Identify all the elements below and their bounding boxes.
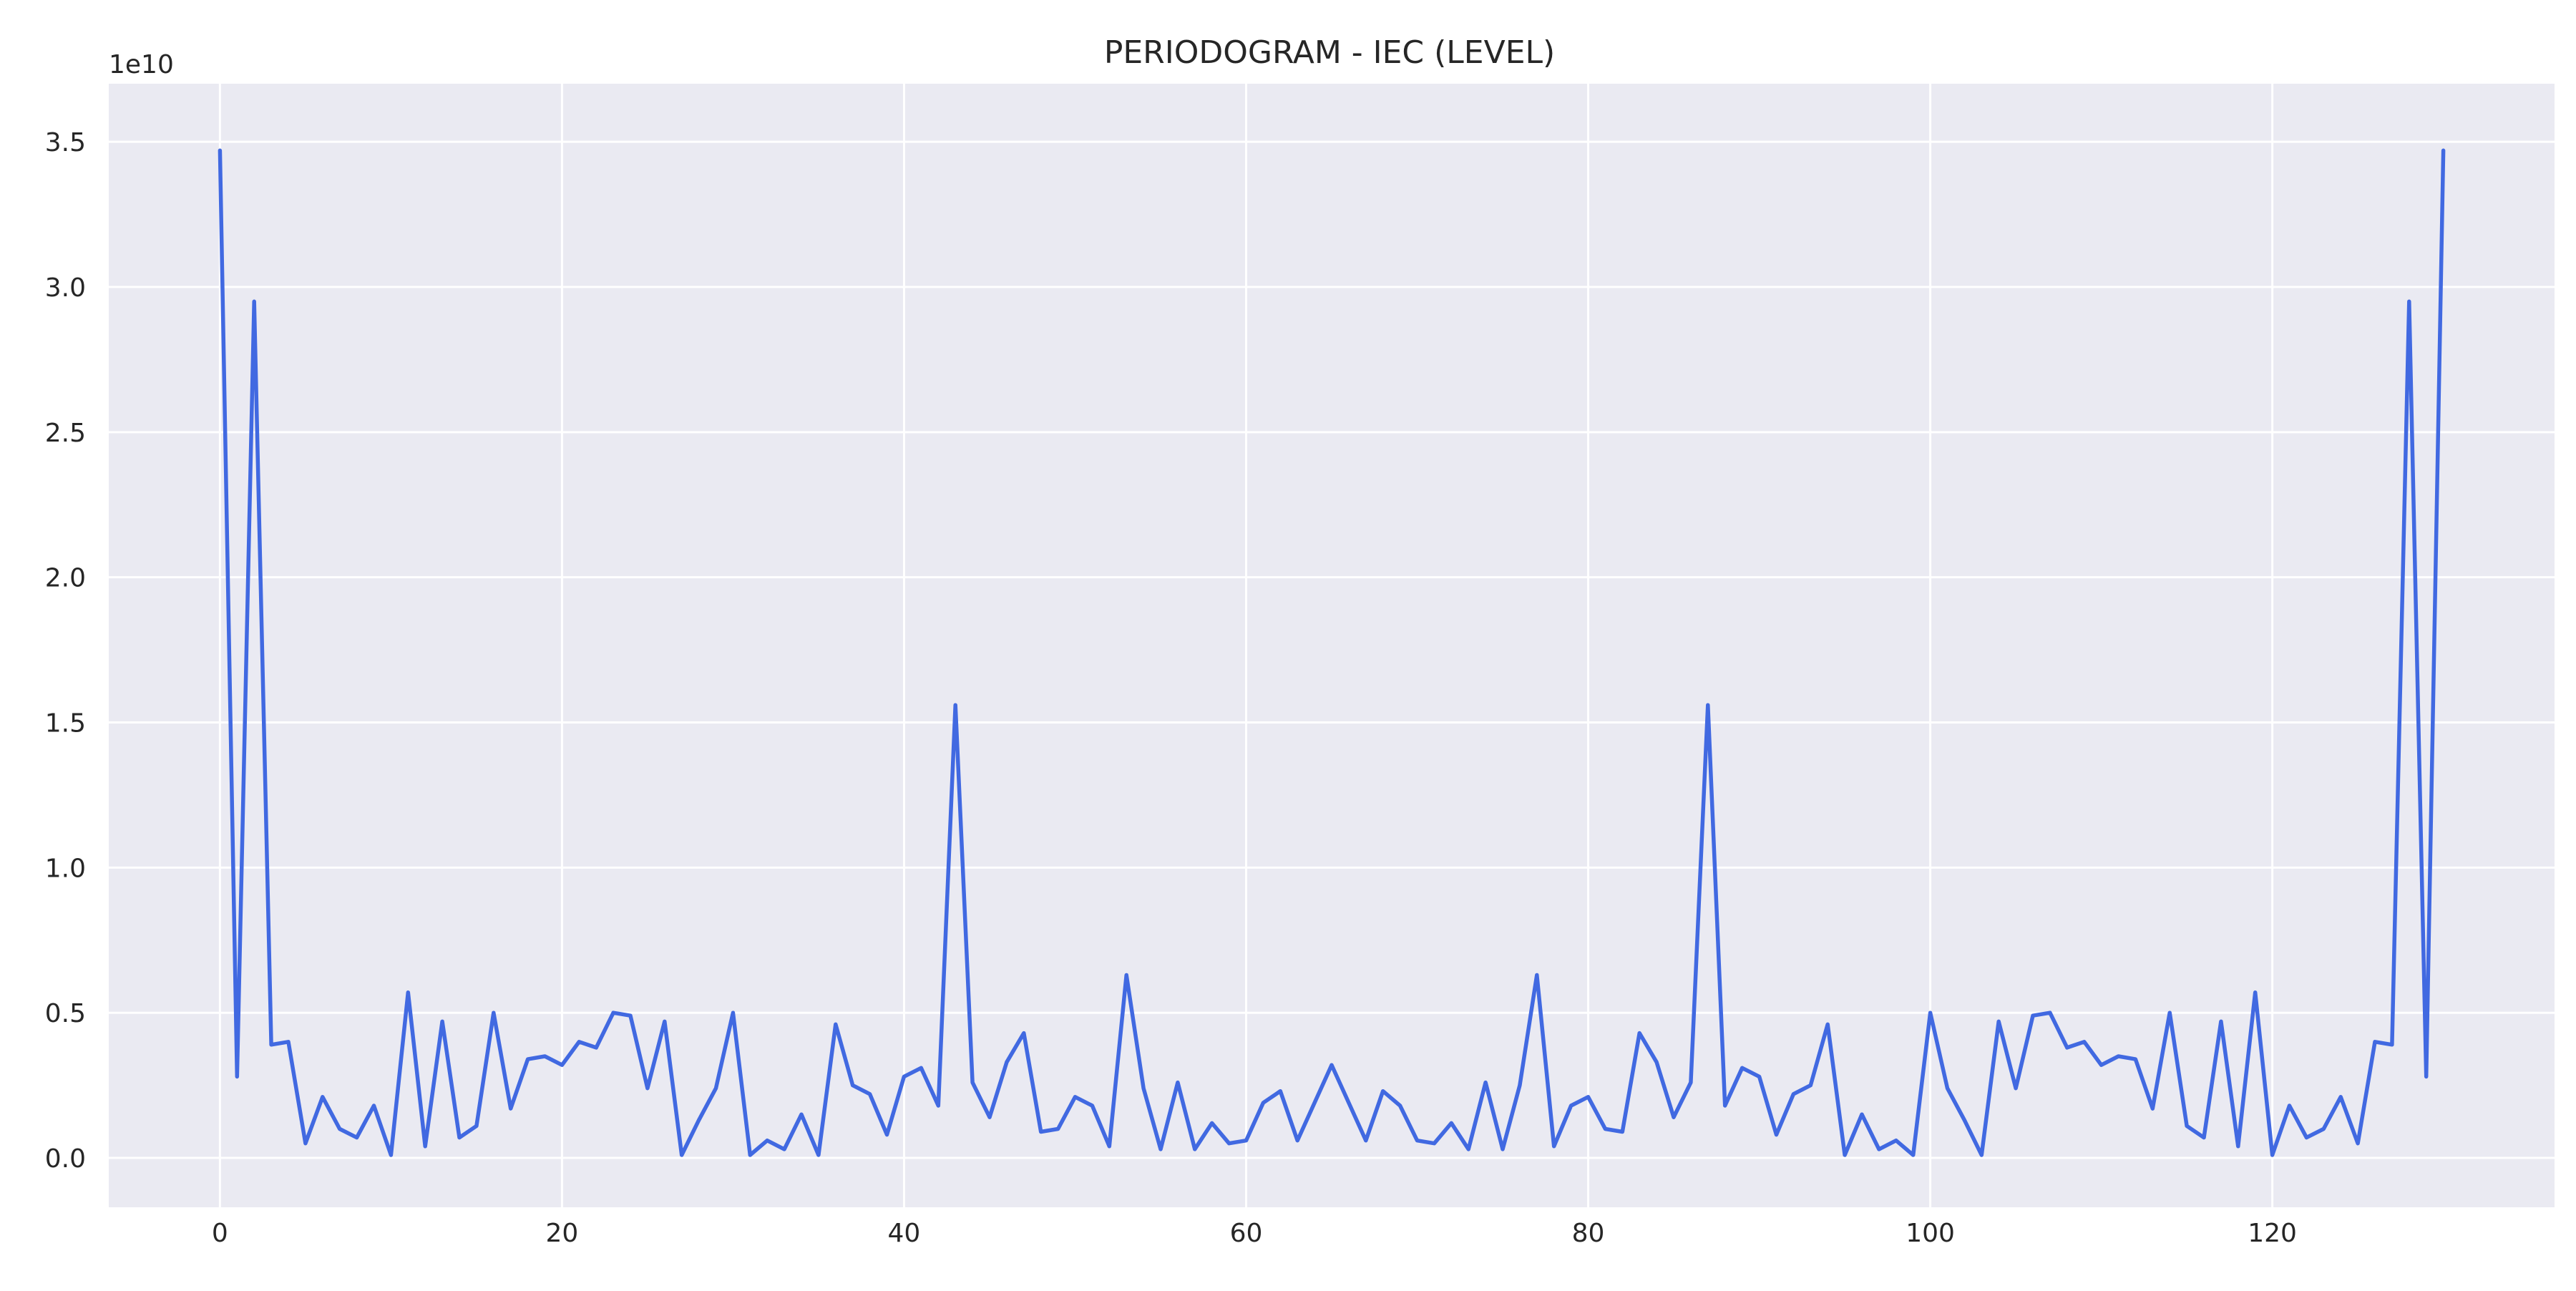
series-line	[218, 148, 2446, 1157]
x-tick-label: 80	[1572, 1219, 1605, 1248]
x-tick-label: 20	[545, 1219, 578, 1248]
x-tick-label: 60	[1230, 1219, 1263, 1248]
x-tick-label: 0	[212, 1219, 228, 1248]
y-tick-label: 1.0	[45, 854, 86, 883]
y-axis-offset-label: 1e10	[109, 50, 174, 79]
y-tick-label: 2.0	[45, 564, 86, 593]
grid-lines	[109, 84, 2555, 1207]
x-tick-label: 100	[1906, 1219, 1955, 1248]
y-tick-label: 0.5	[45, 999, 86, 1028]
series-layer	[218, 148, 2446, 1157]
y-tick-label: 2.5	[45, 419, 86, 448]
y-tick-label: 3.0	[45, 273, 86, 303]
x-tick-label: 40	[888, 1219, 921, 1248]
x-tick-label: 120	[2248, 1219, 2297, 1248]
y-tick-label: 1.5	[45, 709, 86, 739]
chart-title: PERIODOGRAM - IEC (LEVEL)	[1104, 34, 1555, 71]
tick-labels: 0 20 40 60 80 100 120 0.0 0.5 1.0 1.5 2.0 2.5 3.0 3.5	[45, 128, 2297, 1248]
plot-area	[109, 84, 2555, 1207]
y-tick-label: 0.0	[45, 1144, 86, 1174]
y-tick-label: 3.5	[45, 128, 86, 157]
